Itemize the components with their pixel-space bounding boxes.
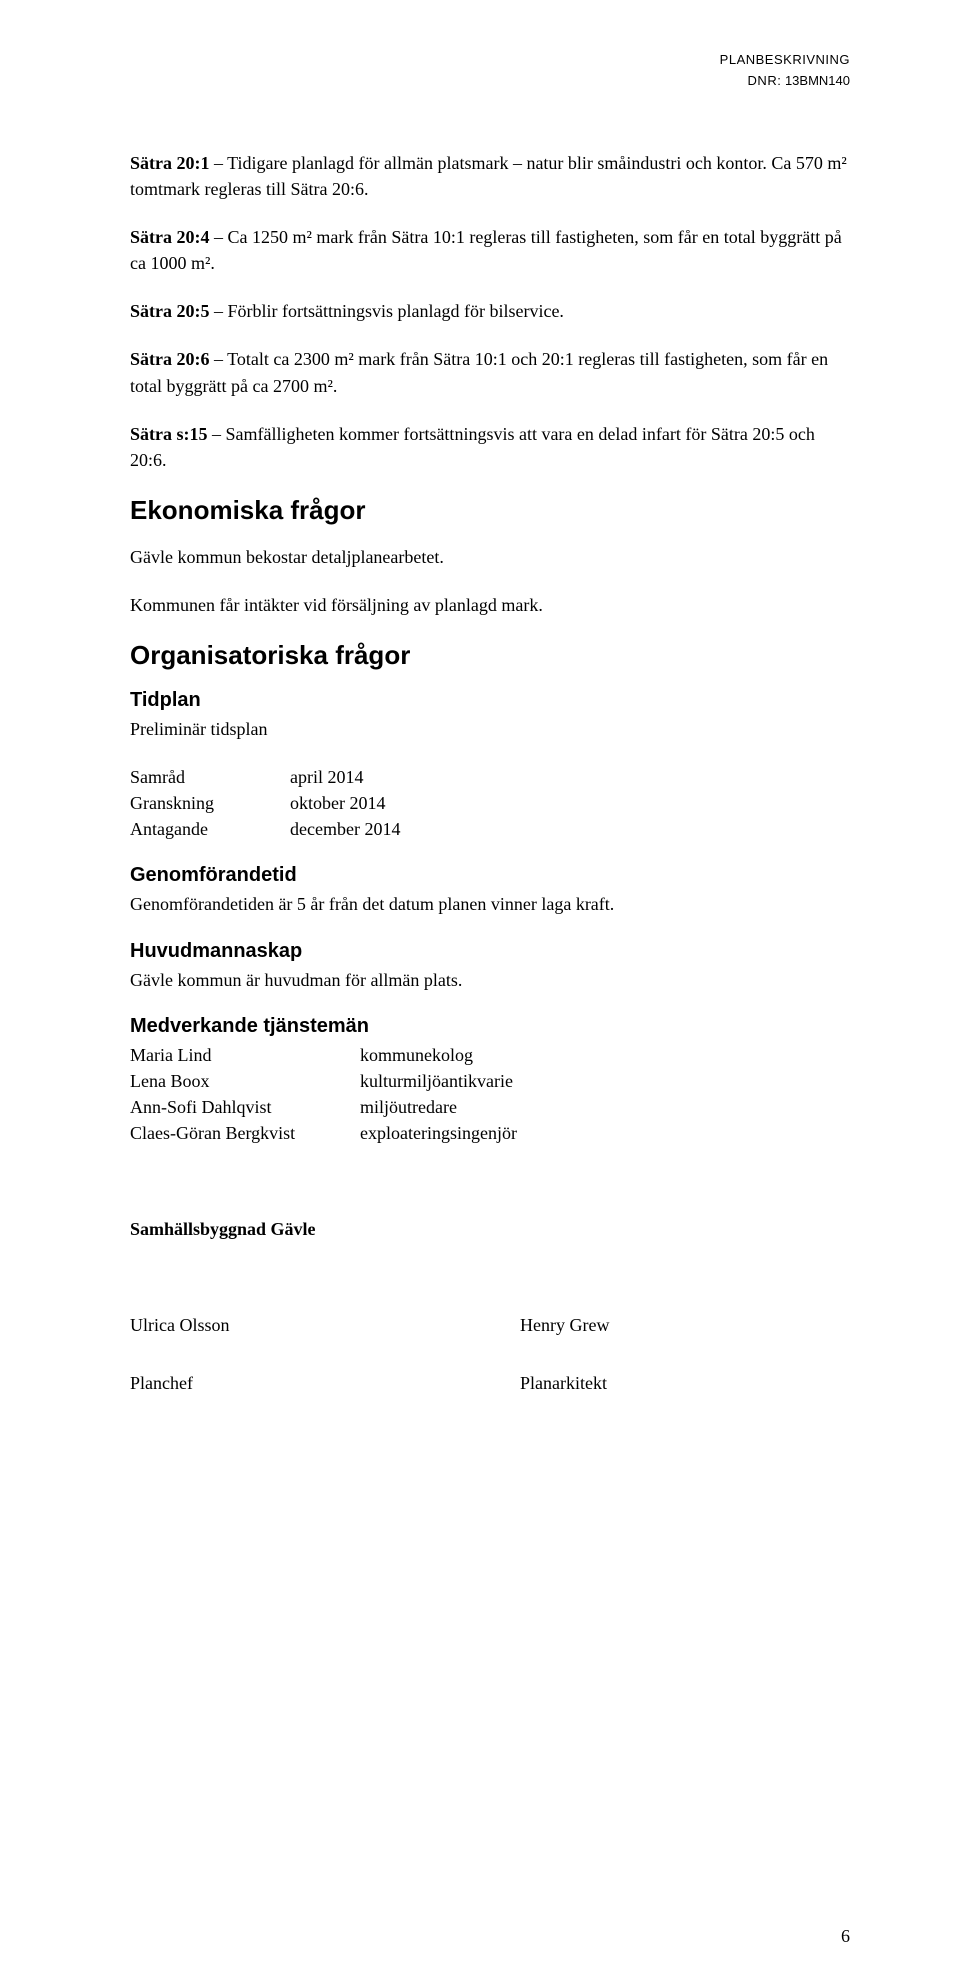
genomforandetid-text: Genomförandetiden är 5 år från det datum… xyxy=(130,891,850,917)
signature-block: Samhällsbyggnad Gävle Ulrica Olsson Henr… xyxy=(130,1216,850,1396)
schedule-value: oktober 2014 xyxy=(290,790,385,816)
signature-left-title: Planchef xyxy=(130,1370,520,1396)
staff-row: Claes-Göran Bergkvist exploateringsingen… xyxy=(130,1120,850,1146)
staff-role: kommunekolog xyxy=(360,1042,473,1068)
para-label: Sätra 20:4 xyxy=(130,227,210,247)
staff-role: exploateringsingenjör xyxy=(360,1120,517,1146)
schedule-label: Granskning xyxy=(130,790,290,816)
para-text: – Tidigare planlagd för allmän platsmark… xyxy=(130,153,847,199)
paragraph-satra-20-4: Sätra 20:4 – Ca 1250 m² mark från Sätra … xyxy=(130,224,850,276)
schedule-row: Samråd april 2014 xyxy=(130,764,850,790)
staff-row: Ann-Sofi Dahlqvist miljöutredare xyxy=(130,1094,850,1120)
para-text: – Samfälligheten kommer fortsättningsvis… xyxy=(130,424,815,470)
para-label: Sätra 20:5 xyxy=(130,301,210,321)
paragraph-satra-s-15: Sätra s:15 – Samfälligheten kommer forts… xyxy=(130,421,850,473)
schedule-row: Granskning oktober 2014 xyxy=(130,790,850,816)
heading-huvudmannaskap: Huvudmannaskap xyxy=(130,940,850,963)
staff-block: Maria Lind kommunekolog Lena Boox kultur… xyxy=(130,1042,850,1146)
ekonomiska-line-2: Kommunen får intäkter vid försäljning av… xyxy=(130,592,850,618)
dnr-label: DNR: xyxy=(748,73,782,88)
document-page: PLANBESKRIVNING DNR: 13BMN140 Sätra 20:1… xyxy=(0,0,960,1987)
para-text: – Totalt ca 2300 m² mark från Sätra 10:1… xyxy=(130,349,828,395)
paragraph-satra-20-6: Sätra 20:6 – Totalt ca 2300 m² mark från… xyxy=(130,346,850,398)
para-label: Sätra s:15 xyxy=(130,424,208,444)
schedule-label: Antagande xyxy=(130,816,290,842)
para-text: – Förblir fortsättningsvis planlagd för … xyxy=(210,301,564,321)
heading-organisatoriska: Organisatoriska frågor xyxy=(130,640,850,671)
schedule-value: april 2014 xyxy=(290,764,364,790)
ekonomiska-line-1: Gävle kommun bekostar detaljplanearbetet… xyxy=(130,544,850,570)
schedule-label: Samråd xyxy=(130,764,290,790)
document-body: Sätra 20:1 – Tidigare planlagd för allmä… xyxy=(130,150,850,1396)
paragraph-satra-20-5: Sätra 20:5 – Förblir fortsättningsvis pl… xyxy=(130,298,850,324)
staff-role: miljöutredare xyxy=(360,1094,457,1120)
page-header: PLANBESKRIVNING DNR: 13BMN140 xyxy=(720,50,850,92)
staff-name: Claes-Göran Bergkvist xyxy=(130,1120,360,1146)
staff-name: Maria Lind xyxy=(130,1042,360,1068)
tidplan-subtext: Preliminär tidsplan xyxy=(130,716,850,742)
para-label: Sätra 20:6 xyxy=(130,349,210,369)
staff-row: Maria Lind kommunekolog xyxy=(130,1042,850,1068)
staff-name: Lena Boox xyxy=(130,1068,360,1094)
schedule-row: Antagande december 2014 xyxy=(130,816,850,842)
heading-ekonomiska: Ekonomiska frågor xyxy=(130,495,850,526)
signature-right-title: Planarkitekt xyxy=(520,1370,607,1396)
page-number: 6 xyxy=(841,1926,850,1947)
schedule-block: Samråd april 2014 Granskning oktober 201… xyxy=(130,764,850,842)
dnr-line: DNR: 13BMN140 xyxy=(720,71,850,92)
heading-genomforandetid: Genomförandetid xyxy=(130,864,850,887)
schedule-value: december 2014 xyxy=(290,816,400,842)
heading-medverkande: Medverkande tjänstemän xyxy=(130,1015,850,1038)
staff-role: kulturmiljöantikvarie xyxy=(360,1068,513,1094)
signature-names-row: Ulrica Olsson Henry Grew xyxy=(130,1312,850,1338)
signature-org: Samhällsbyggnad Gävle xyxy=(130,1216,850,1242)
staff-row: Lena Boox kulturmiljöantikvarie xyxy=(130,1068,850,1094)
huvudmannaskap-text: Gävle kommun är huvudman för allmän plat… xyxy=(130,967,850,993)
dnr-value: 13BMN140 xyxy=(785,73,850,88)
para-label: Sätra 20:1 xyxy=(130,153,210,173)
signature-titles-row: Planchef Planarkitekt xyxy=(130,1370,850,1396)
staff-name: Ann-Sofi Dahlqvist xyxy=(130,1094,360,1120)
signature-right-name: Henry Grew xyxy=(520,1312,609,1338)
doc-type-label: PLANBESKRIVNING xyxy=(720,50,850,71)
paragraph-satra-20-1: Sätra 20:1 – Tidigare planlagd för allmä… xyxy=(130,150,850,202)
heading-tidplan: Tidplan xyxy=(130,689,850,712)
signature-left-name: Ulrica Olsson xyxy=(130,1312,520,1338)
para-text: – Ca 1250 m² mark från Sätra 10:1 regler… xyxy=(130,227,842,273)
